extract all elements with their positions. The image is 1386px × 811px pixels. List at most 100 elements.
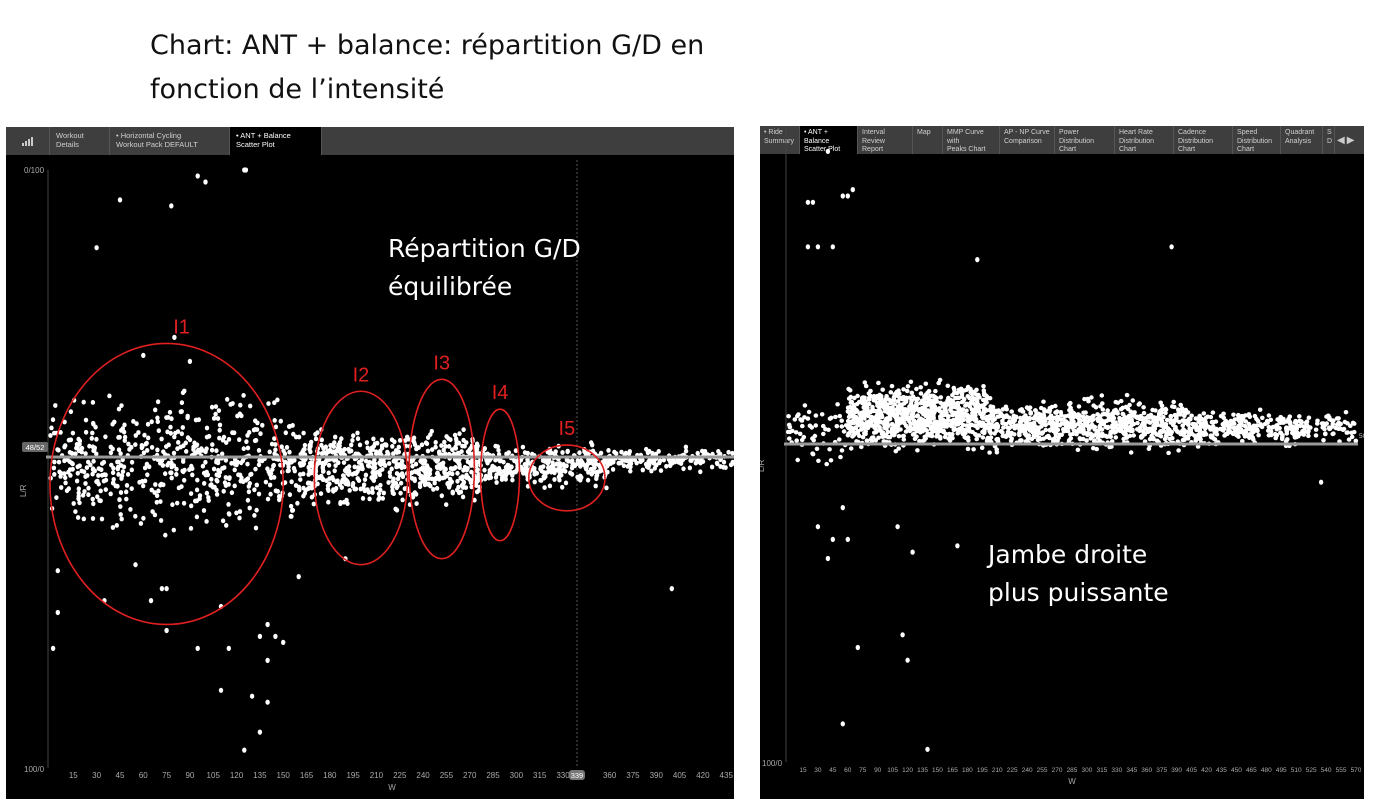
x-tick-label: 60 bbox=[844, 767, 852, 774]
right-chart-panel: • Ride Summary • ANT + Balance Scatter P… bbox=[760, 126, 1364, 799]
data-point bbox=[1154, 438, 1160, 443]
data-point bbox=[287, 492, 293, 498]
data-point bbox=[463, 485, 469, 490]
data-point bbox=[237, 437, 242, 443]
data-point bbox=[1194, 427, 1199, 433]
data-point bbox=[416, 471, 422, 477]
data-point bbox=[98, 498, 103, 504]
tab-horizontal-cycling[interactable]: • Horizontal Cycling Workout Pack DEFAUL… bbox=[110, 127, 230, 155]
data-point bbox=[880, 403, 885, 409]
chevron-right-icon[interactable]: ▶ bbox=[1346, 134, 1355, 146]
data-point bbox=[117, 434, 122, 440]
data-point bbox=[220, 451, 225, 457]
data-point bbox=[431, 487, 436, 492]
data-point bbox=[424, 441, 430, 447]
data-point bbox=[59, 485, 64, 490]
data-point bbox=[668, 463, 673, 469]
data-point bbox=[108, 491, 113, 497]
chevron-left-icon[interactable]: ◀ bbox=[1337, 134, 1345, 146]
data-point bbox=[628, 468, 633, 474]
data-point bbox=[1005, 429, 1011, 435]
outlier-point bbox=[55, 568, 60, 574]
data-point bbox=[532, 479, 537, 485]
data-point bbox=[272, 418, 277, 423]
x-tick-label: 315 bbox=[1096, 767, 1107, 774]
data-point bbox=[861, 422, 866, 427]
data-point bbox=[816, 458, 821, 463]
data-point bbox=[894, 420, 900, 426]
tab-mmp-curve[interactable]: MMP Curve with Peaks Chart bbox=[943, 126, 1000, 154]
data-point bbox=[930, 398, 935, 403]
data-point bbox=[1165, 426, 1171, 431]
data-point bbox=[876, 435, 881, 440]
data-point bbox=[934, 434, 939, 439]
tab-ap-np-curve[interactable]: AP - NP Curve Comparison bbox=[1000, 126, 1055, 154]
x-tick-label: 30 bbox=[814, 767, 822, 774]
data-point bbox=[1214, 432, 1220, 437]
data-point bbox=[1210, 410, 1216, 415]
x-tick-label: 120 bbox=[230, 771, 244, 780]
tab-speed-distribution[interactable]: Speed Distribution Chart bbox=[1233, 126, 1281, 154]
data-point bbox=[1165, 432, 1170, 437]
data-point bbox=[353, 486, 359, 492]
data-point bbox=[1139, 433, 1145, 438]
data-point bbox=[1164, 417, 1170, 423]
right-annotation: Jambe droite plus puissante bbox=[988, 536, 1169, 612]
data-point bbox=[726, 449, 731, 455]
data-point bbox=[433, 444, 438, 450]
data-point bbox=[213, 411, 218, 417]
tab-cadence-distribution[interactable]: Cadence Distribution Chart bbox=[1174, 126, 1233, 154]
data-point bbox=[1039, 424, 1044, 429]
tab-workout-details[interactable]: Workout Details bbox=[50, 127, 110, 155]
tab-truncated[interactable]: S D bbox=[1323, 126, 1335, 154]
data-point bbox=[263, 479, 269, 485]
tab-heart-rate-distribution[interactable]: Heart Rate Distribution Chart bbox=[1115, 126, 1174, 154]
data-point bbox=[315, 475, 320, 481]
tab-map[interactable]: Map bbox=[913, 126, 943, 154]
data-point bbox=[107, 393, 112, 399]
data-point bbox=[441, 460, 446, 466]
scatter-band-1 bbox=[845, 377, 990, 454]
data-point bbox=[1075, 447, 1081, 452]
data-point bbox=[918, 391, 924, 396]
data-point bbox=[122, 422, 127, 428]
data-point bbox=[1126, 419, 1131, 424]
data-point bbox=[965, 394, 971, 399]
data-point bbox=[821, 431, 826, 437]
tab-ride-summary[interactable]: • Ride Summary bbox=[760, 126, 800, 154]
data-point bbox=[985, 415, 990, 421]
data-point bbox=[85, 473, 90, 478]
data-point bbox=[161, 449, 166, 455]
data-point bbox=[432, 480, 437, 486]
data-point bbox=[461, 467, 466, 473]
data-point bbox=[468, 477, 473, 483]
data-point bbox=[852, 395, 857, 401]
tab-ant-balance-scatter[interactable]: • ANT + Balance Scatter Plot bbox=[230, 127, 322, 155]
data-point bbox=[120, 457, 125, 463]
data-point bbox=[291, 431, 296, 437]
data-point bbox=[889, 421, 895, 427]
data-point bbox=[1053, 410, 1058, 415]
data-point bbox=[1118, 398, 1124, 404]
data-point bbox=[79, 445, 85, 451]
data-point bbox=[283, 430, 288, 436]
chart-bars-icon[interactable] bbox=[6, 127, 50, 155]
data-point bbox=[452, 432, 458, 438]
data-point bbox=[322, 460, 327, 466]
data-point bbox=[237, 472, 243, 478]
data-point bbox=[795, 457, 800, 463]
data-point bbox=[1294, 423, 1300, 428]
data-point bbox=[126, 441, 131, 447]
data-point bbox=[925, 390, 930, 395]
tab-interval-review[interactable]: Interval Review Report bbox=[858, 126, 913, 154]
data-point bbox=[461, 427, 466, 433]
data-point bbox=[230, 430, 235, 436]
data-point bbox=[833, 414, 838, 420]
data-point bbox=[903, 429, 909, 434]
x-tick-label: 225 bbox=[393, 771, 407, 780]
data-point bbox=[1117, 415, 1122, 421]
data-point bbox=[710, 451, 715, 457]
data-point bbox=[562, 464, 567, 469]
tab-power-distribution[interactable]: Power Distribution Chart bbox=[1055, 126, 1115, 154]
tab-quadrant-analysis[interactable]: Quadrant Analysis bbox=[1281, 126, 1323, 154]
